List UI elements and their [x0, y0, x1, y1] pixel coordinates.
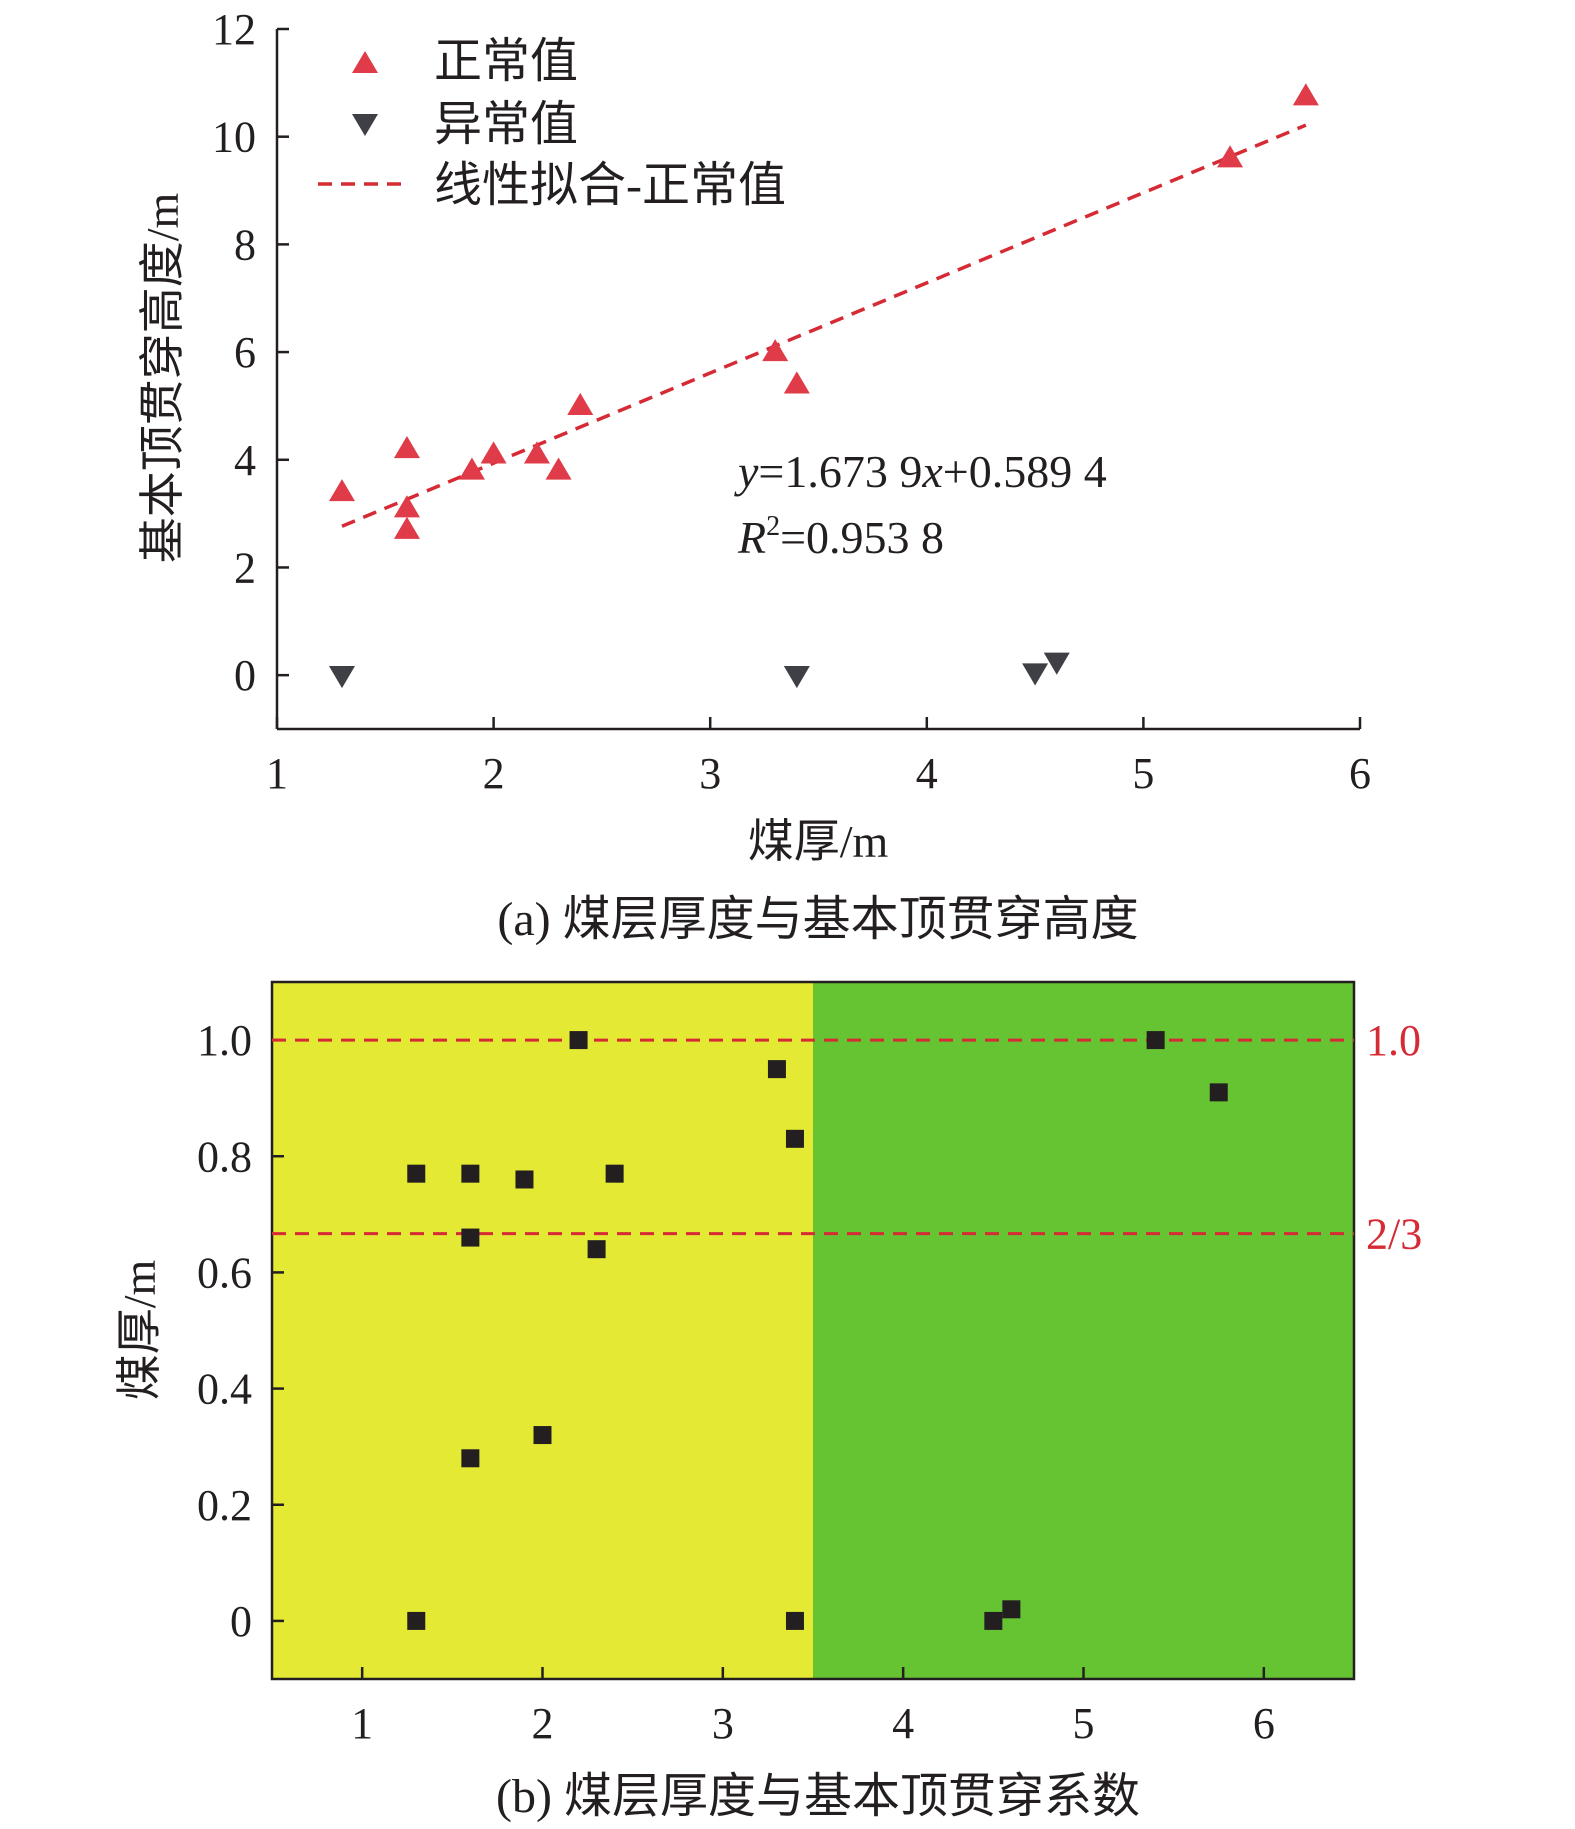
reference-line-label: 2/3 [1366, 1210, 1422, 1259]
normal-point [567, 392, 594, 416]
a-x-tick-label: 2 [483, 749, 505, 798]
data-point [461, 1164, 480, 1183]
normal-point [762, 339, 789, 362]
abnormal-point [1022, 663, 1049, 686]
b-points-layer [407, 1031, 1228, 1630]
data-point [407, 1611, 426, 1630]
b-y-axis-label: 煤厚/m [114, 1260, 165, 1401]
b-x-tick-label: 2 [532, 1699, 554, 1748]
a-y-tick-label: 8 [234, 220, 256, 269]
b-regions [272, 982, 1354, 1679]
b-plot-frame [270, 980, 1356, 1681]
r-squared: R2=0.953 8 [737, 511, 944, 563]
b-reference-lines: 1.0 2/3 [272, 1016, 1422, 1259]
b-y-tick-label: 0.6 [197, 1248, 252, 1297]
data-point [785, 1611, 804, 1630]
data-point [1209, 1083, 1228, 1102]
data-point [1002, 1600, 1021, 1619]
data-point [533, 1426, 552, 1445]
normal-point [458, 457, 485, 480]
abnormal-point [1043, 652, 1070, 675]
b-x-tick-label: 1 [351, 1699, 373, 1748]
a-y-tick-label: 6 [234, 328, 256, 377]
a-y-tick-label: 0 [234, 651, 256, 700]
a-x-tick-label: 6 [1349, 749, 1371, 798]
a-y-tick-label: 10 [212, 113, 256, 162]
a-y-axis-label: 基本顶贯穿高度/m [137, 193, 188, 564]
legend-abnormal-label: 异常值 [434, 98, 578, 151]
panel-b: 1 2 3 4 5 6 0 0.2 0.4 0.6 0.8 1.0 1.0 2/3 煤厚/m (b) 煤… [114, 980, 1422, 1823]
b-caption: (b) 煤层厚度与基本顶贯穿系数 [496, 1770, 1140, 1823]
a-x-axis-label: 煤厚/m [748, 816, 889, 867]
a-y-tick-label: 12 [212, 5, 256, 54]
data-point [1146, 1031, 1165, 1050]
data-point [767, 1060, 786, 1079]
data-point [569, 1031, 588, 1050]
a-legend: 正常值 异常值 线性拟合-正常值 [318, 35, 786, 212]
legend-abnormal-marker [352, 114, 378, 136]
normal-point [1292, 83, 1319, 106]
a-x-tick-label: 4 [916, 749, 938, 798]
b-y-tick-label: 1.0 [197, 1016, 252, 1065]
data-point [587, 1240, 606, 1259]
normal-point [393, 516, 420, 539]
a-points-layer [328, 83, 1319, 689]
data-point [984, 1611, 1003, 1630]
b-ticks: 1 2 3 4 5 6 0 0.2 0.4 0.6 0.8 1.0 [197, 1016, 1275, 1748]
legend-normal-label: 正常值 [434, 35, 578, 88]
normal-point [393, 436, 420, 459]
abnormal-point [783, 666, 810, 689]
region-left [272, 982, 813, 1679]
abnormal-point [328, 666, 355, 689]
a-x-tick-label: 1 [266, 749, 288, 798]
b-x-tick-label: 6 [1253, 1699, 1275, 1748]
normal-point [783, 371, 810, 394]
b-y-tick-label: 0.4 [197, 1365, 252, 1414]
normal-point [545, 457, 572, 480]
normal-point [328, 479, 355, 502]
normal-point [480, 441, 507, 464]
a-x-tick-label: 3 [699, 749, 721, 798]
b-x-tick-label: 5 [1073, 1699, 1095, 1748]
reference-line-label: 1.0 [1366, 1016, 1421, 1065]
region-right [813, 982, 1354, 1679]
data-point [515, 1170, 534, 1189]
data-point [605, 1164, 624, 1183]
normal-point [393, 495, 420, 518]
normal-point [523, 441, 550, 464]
data-point [461, 1228, 480, 1247]
normal-point [1217, 145, 1244, 168]
b-y-tick-label: 0.2 [197, 1481, 252, 1530]
data-point [407, 1164, 426, 1183]
b-x-tick-label: 3 [712, 1699, 734, 1748]
b-y-tick-label: 0.8 [197, 1132, 252, 1181]
legend-fit-label: 线性拟合-正常值 [434, 159, 786, 212]
legend-normal-marker [352, 51, 378, 73]
b-x-tick-label: 4 [892, 1699, 914, 1748]
b-y-tick-label: 0 [230, 1597, 252, 1646]
fit-equation: y=1.673 9x+0.589 4 [734, 446, 1107, 497]
data-point [461, 1449, 480, 1468]
data-point [785, 1129, 804, 1148]
a-y-tick-label: 4 [234, 436, 256, 485]
a-x-tick-label: 5 [1132, 749, 1154, 798]
a-y-tick-label: 2 [234, 543, 256, 592]
a-caption: (a) 煤层厚度与基本顶贯穿高度 [497, 893, 1138, 946]
